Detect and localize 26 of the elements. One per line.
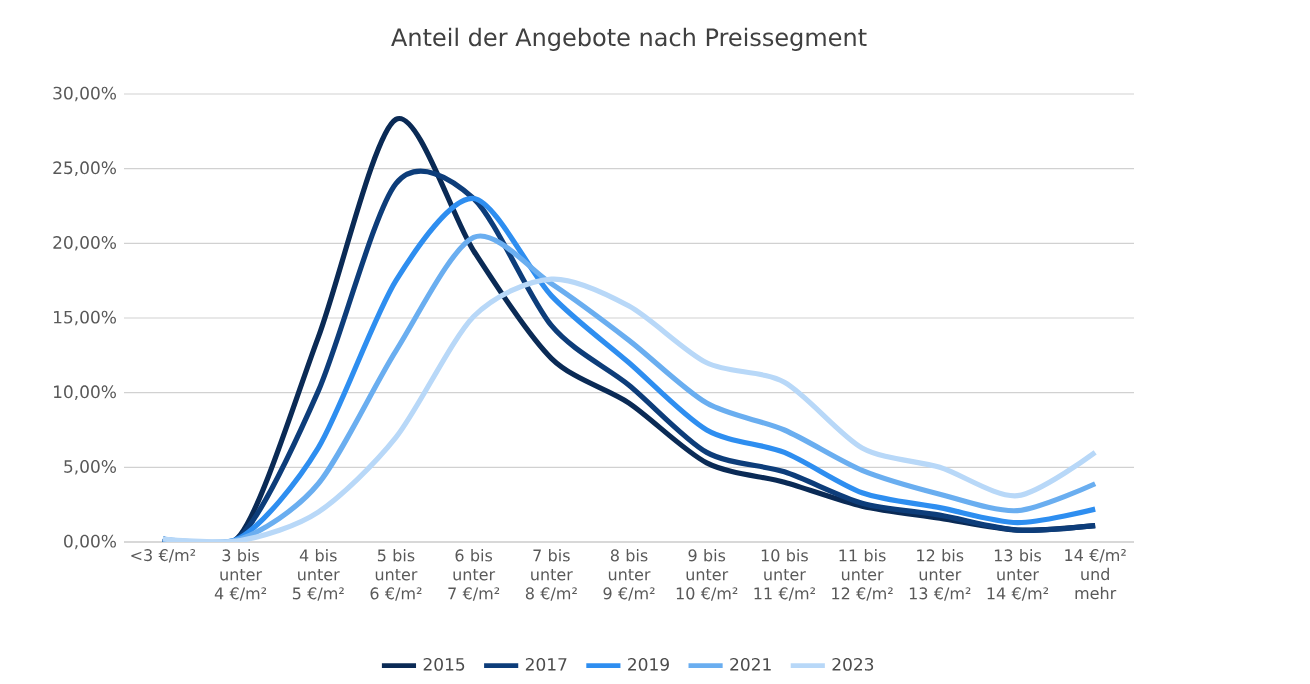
x-tick-label: 9 bis unter 10 €/m² <box>676 549 738 601</box>
legend-label: 2023 <box>832 657 874 671</box>
x-tick-label: 6 bis unter 7 €/m² <box>448 549 500 601</box>
y-tick-label: 25,00% <box>53 161 116 176</box>
legend-label: 2017 <box>525 657 567 671</box>
y-tick-label: 20,00% <box>53 236 116 251</box>
x-tick-label: 3 bis unter 4 €/m² <box>214 549 267 601</box>
y-tick-label: 0,00% <box>64 534 116 550</box>
x-tick-label: 4 bis unter 5 €/m² <box>292 549 344 601</box>
x-tick-label: <3 €/m² <box>131 549 196 563</box>
x-tick-label: 7 bis unter 8 €/m² <box>525 549 577 601</box>
x-tick-label: 13 bis unter 14 €/m² <box>987 549 1049 601</box>
legend-label: 2019 <box>628 657 669 671</box>
x-tick-label: 8 bis unter 9 €/m² <box>603 549 655 601</box>
y-tick-label: 15,00% <box>54 310 116 326</box>
legend-label: 2015 <box>423 657 465 671</box>
y-tick-label: 10,00% <box>54 385 116 400</box>
legend-label: 2021 <box>730 657 771 671</box>
x-tick-label: 12 bis unter 13 €/m² <box>909 549 971 601</box>
y-tick-label: 30,00% <box>53 86 116 102</box>
x-tick-label: 5 bis unter 6 €/m² <box>370 549 422 601</box>
x-tick-label: 10 bis unter 11 €/m² <box>754 549 815 601</box>
x-tick-label: 14 €/m² und mehr <box>1065 549 1126 600</box>
x-tick-label: 11 bis unter 12 €/m² <box>832 549 893 601</box>
chart-title: Anteil der Angebote nach Preissegment <box>391 27 867 51</box>
y-tick-label: 5,00% <box>64 460 116 475</box>
